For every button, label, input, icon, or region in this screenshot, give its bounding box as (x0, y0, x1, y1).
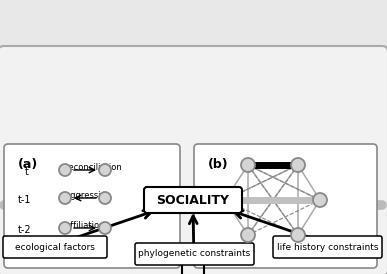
Text: (a): (a) (18, 158, 38, 171)
FancyBboxPatch shape (0, 46, 387, 274)
FancyBboxPatch shape (4, 144, 180, 268)
Circle shape (59, 222, 71, 234)
Circle shape (218, 193, 232, 207)
Text: t-2: t-2 (18, 225, 32, 235)
FancyBboxPatch shape (144, 187, 242, 213)
Circle shape (59, 192, 71, 204)
Text: reconciliation: reconciliation (65, 163, 122, 172)
Circle shape (241, 228, 255, 242)
Text: phylogenetic constraints: phylogenetic constraints (139, 250, 251, 258)
Circle shape (313, 193, 327, 207)
FancyBboxPatch shape (135, 243, 254, 265)
Text: (b): (b) (208, 158, 229, 171)
Circle shape (59, 164, 71, 176)
Text: life history constraints: life history constraints (277, 242, 378, 252)
Text: t: t (25, 167, 29, 177)
Text: SOCIALITY: SOCIALITY (156, 193, 229, 207)
Text: aggression: aggression (65, 191, 111, 200)
Circle shape (99, 192, 111, 204)
Text: ecological factors: ecological factors (15, 242, 95, 252)
Circle shape (241, 158, 255, 172)
Circle shape (291, 158, 305, 172)
Circle shape (99, 164, 111, 176)
Text: affiliation: affiliation (65, 221, 104, 230)
Text: t-1: t-1 (18, 195, 31, 205)
FancyBboxPatch shape (194, 144, 377, 268)
Circle shape (291, 228, 305, 242)
FancyBboxPatch shape (273, 236, 382, 258)
Circle shape (99, 222, 111, 234)
FancyBboxPatch shape (3, 236, 107, 258)
